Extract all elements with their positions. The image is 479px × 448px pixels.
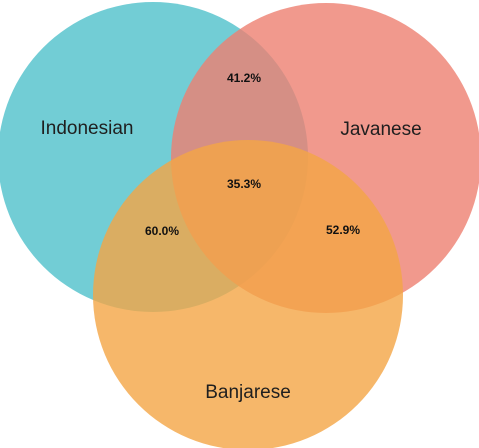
javanese-banjarese-value: 52.9%	[326, 223, 360, 237]
banjarese-circle	[93, 140, 403, 448]
indonesian-javanese-value: 41.2%	[227, 71, 261, 85]
indonesian-banjarese-value: 60.0%	[145, 224, 179, 238]
javanese-label: Javanese	[340, 119, 421, 140]
indonesian-label: Indonesian	[41, 118, 134, 139]
all-three-value: 35.3%	[227, 177, 261, 191]
banjarese-label: Banjarese	[205, 382, 291, 403]
